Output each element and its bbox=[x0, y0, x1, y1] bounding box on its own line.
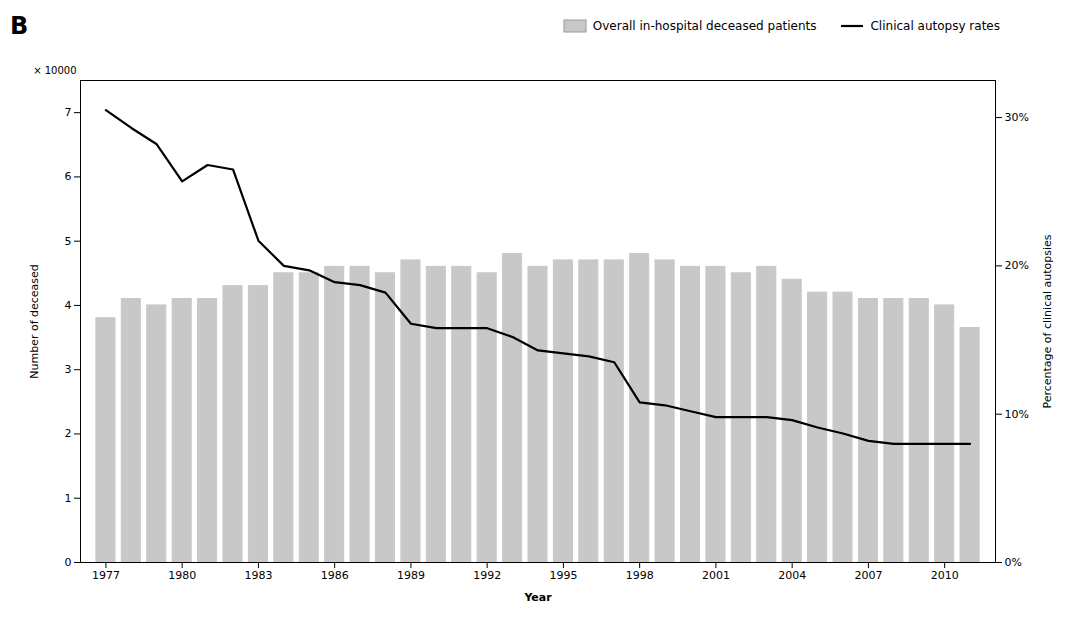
svg-text:2001: 2001 bbox=[702, 569, 730, 582]
svg-text:0%: 0% bbox=[1005, 556, 1022, 569]
svg-text:4: 4 bbox=[65, 299, 72, 312]
svg-text:1989: 1989 bbox=[397, 569, 425, 582]
svg-text:1986: 1986 bbox=[321, 569, 349, 582]
svg-text:2010: 2010 bbox=[931, 569, 959, 582]
svg-text:Number of deceased: Number of deceased bbox=[28, 264, 41, 379]
svg-text:30%: 30% bbox=[1005, 111, 1029, 124]
html-text:B: B bbox=[10, 12, 29, 40]
svg-text:Percentage of clinical autopsi: Percentage of clinical autopsies bbox=[1041, 234, 1054, 408]
svg-text:7: 7 bbox=[65, 106, 72, 119]
svg-text:1983: 1983 bbox=[244, 569, 272, 582]
svg-text:0: 0 bbox=[65, 556, 72, 569]
svg-text:10%: 10% bbox=[1005, 408, 1029, 421]
svg-text:× 10000: × 10000 bbox=[33, 65, 76, 76]
svg-text:20%: 20% bbox=[1005, 259, 1029, 272]
html-text:Clinical autopsy rates: Clinical autopsy rates bbox=[870, 19, 1000, 33]
svg-text:6: 6 bbox=[65, 170, 72, 183]
svg-text:1: 1 bbox=[65, 492, 72, 505]
html-text:Overall in-hospital deceased p: Overall in-hospital deceased patients bbox=[592, 19, 817, 33]
svg-text:Year: Year bbox=[523, 591, 552, 604]
svg-text:1995: 1995 bbox=[549, 569, 577, 582]
svg-text:2004: 2004 bbox=[778, 569, 806, 582]
svg-text:5: 5 bbox=[65, 235, 72, 248]
svg-text:1977: 1977 bbox=[92, 569, 120, 582]
svg-text:1992: 1992 bbox=[473, 569, 501, 582]
svg-text:1980: 1980 bbox=[168, 569, 196, 582]
svg-text:3: 3 bbox=[65, 363, 72, 376]
svg-text:2007: 2007 bbox=[854, 569, 882, 582]
svg-text:2: 2 bbox=[65, 427, 72, 440]
svg-text:1998: 1998 bbox=[626, 569, 654, 582]
